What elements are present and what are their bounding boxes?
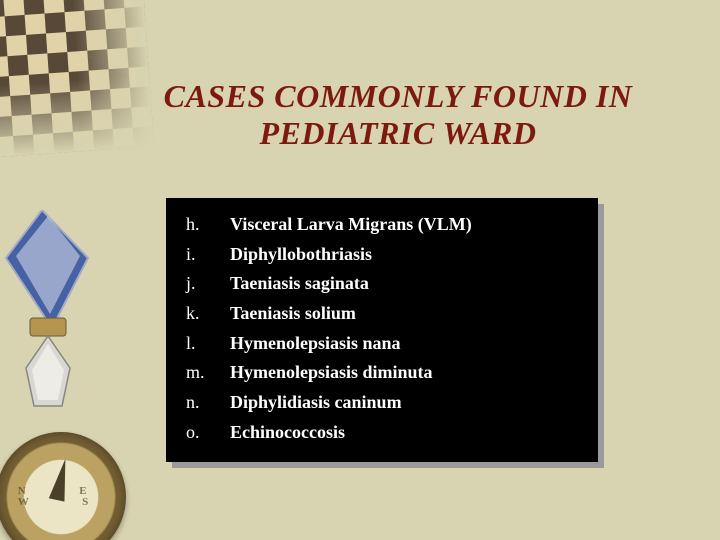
list-item: n. Diphylidiasis caninum (186, 388, 578, 418)
list-marker: o. (186, 418, 230, 448)
list-label: Visceral Larva Migrans (VLM) (230, 210, 472, 240)
list-item: i. Diphyllobothriasis (186, 240, 578, 270)
list-marker: h. (186, 210, 230, 240)
list-marker: l. (186, 329, 230, 359)
list-item: h. Visceral Larva Migrans (VLM) (186, 210, 578, 240)
list-box-container: h. Visceral Larva Migrans (VLM) i. Diphy… (166, 198, 598, 462)
list-label: Taeniasis saginata (230, 269, 369, 299)
list-label: Echinococcosis (230, 418, 345, 448)
list-marker: n. (186, 388, 230, 418)
list-label: Taeniasis solium (230, 299, 356, 329)
list-marker: j. (186, 269, 230, 299)
title-line-1: CASES COMMONLY FOUND IN (164, 78, 633, 114)
slide: CASES COMMONLY FOUND IN PEDIATRIC WARD h… (0, 0, 720, 540)
list-box: h. Visceral Larva Migrans (VLM) i. Diphy… (166, 198, 598, 462)
list-item: m. Hymenolepsiasis diminuta (186, 358, 578, 388)
list-item: o. Echinococcosis (186, 418, 578, 448)
list-item: j. Taeniasis saginata (186, 269, 578, 299)
list-marker: k. (186, 299, 230, 329)
list-item: l. Hymenolepsiasis nana (186, 329, 578, 359)
list-item: k. Taeniasis solium (186, 299, 578, 329)
list-marker: i. (186, 240, 230, 270)
list-label: Diphylidiasis caninum (230, 388, 402, 418)
list-marker: m. (186, 358, 230, 388)
background-decorations (0, 0, 100, 540)
list-label: Diphyllobothriasis (230, 240, 372, 270)
list-label: Hymenolepsiasis nana (230, 329, 401, 359)
medal-image (0, 210, 112, 410)
title-line-2: PEDIATRIC WARD (259, 115, 536, 151)
slide-title: CASES COMMONLY FOUND IN PEDIATRIC WARD (100, 78, 696, 152)
compass-image (0, 432, 126, 540)
list-label: Hymenolepsiasis diminuta (230, 358, 433, 388)
